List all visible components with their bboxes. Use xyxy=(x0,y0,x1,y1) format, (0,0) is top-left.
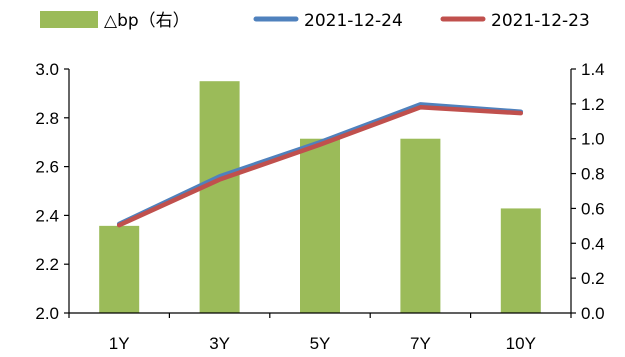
bar-7Y xyxy=(400,138,441,313)
bar-1Y xyxy=(99,225,140,313)
bar-10Y xyxy=(500,208,541,313)
right-tick-label: 0.8 xyxy=(581,165,605,184)
right-tick-label: 0.0 xyxy=(581,304,605,323)
tick-labels: 2.0 2.2 2.4 2.6 2.8 3.0 0.0 0.2 0.4 0.6 0.8 1.0 1.2 1… xyxy=(35,60,604,353)
bar-series xyxy=(99,81,541,313)
right-tick-label: 1.4 xyxy=(581,60,605,79)
legend-swatch-bar xyxy=(40,11,98,28)
legend-label-bar: △bp（右） xyxy=(104,11,190,31)
bar-3Y xyxy=(199,81,240,313)
bar-5Y xyxy=(300,138,340,313)
left-tick-label: 2.4 xyxy=(35,206,59,225)
legend-label-line: 2021-12-23 xyxy=(491,11,590,31)
legend-label-line: 2021-12-24 xyxy=(304,11,403,31)
x-tick-label: 10Y xyxy=(506,334,536,353)
line-series xyxy=(116,102,524,228)
left-tick-label: 2.0 xyxy=(35,304,59,323)
left-tick-label: 3.0 xyxy=(35,60,59,79)
axes xyxy=(64,68,576,318)
right-tick-label: 1.2 xyxy=(581,95,605,114)
left-tick-label: 2.2 xyxy=(35,255,59,274)
left-tick-label: 2.6 xyxy=(35,158,59,177)
x-tick-label: 5Y xyxy=(310,334,331,353)
right-tick-label: 0.2 xyxy=(581,269,605,288)
right-tick-label: 0.4 xyxy=(581,234,605,253)
left-tick-label: 2.8 xyxy=(35,109,59,128)
x-tick-label: 1Y xyxy=(109,334,130,353)
legend: △bp（右） 2021-12-24 2021-12-23 xyxy=(40,11,590,31)
x-tick-label: 7Y xyxy=(410,334,431,353)
x-tick-label: 3Y xyxy=(209,334,230,353)
right-tick-label: 0.6 xyxy=(581,199,605,218)
right-tick-label: 1.0 xyxy=(581,130,605,149)
